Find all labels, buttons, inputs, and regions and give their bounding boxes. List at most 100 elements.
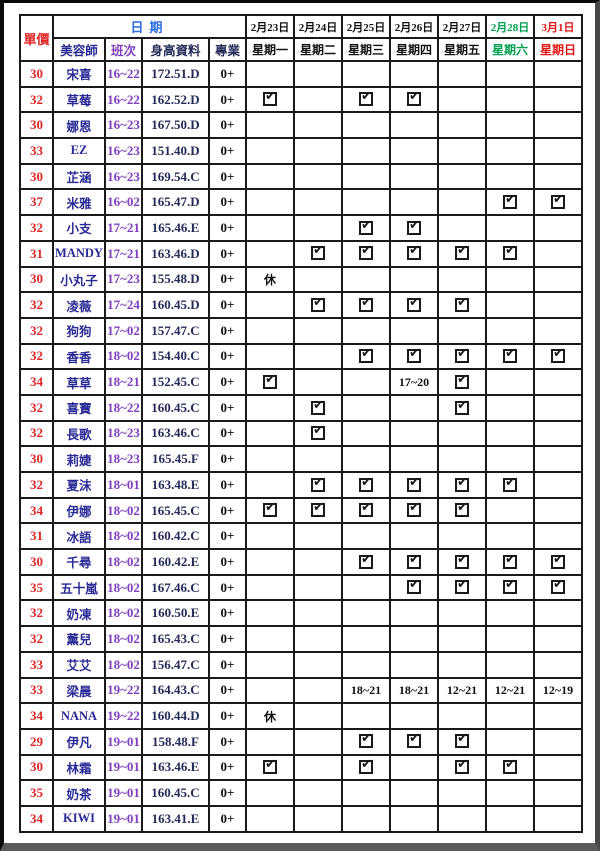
shift-cell: 18~02 xyxy=(104,625,143,653)
shift-cell: 19~22 xyxy=(104,676,143,705)
day-cell-text: 12~19 xyxy=(533,676,583,705)
day-cell-empty xyxy=(389,599,439,628)
day-cell-empty xyxy=(437,804,487,833)
day-cell-empty xyxy=(389,265,439,294)
price-cell: 33 xyxy=(19,137,54,165)
day-cell-empty xyxy=(533,753,583,782)
stats-cell: 167.46.C xyxy=(141,573,210,602)
day-cell-empty xyxy=(485,111,535,140)
checkbox-checked-icon xyxy=(455,731,469,749)
beautician-name-cell: MANDY xyxy=(52,239,106,268)
day-cell-empty xyxy=(293,599,343,628)
day-cell-checked xyxy=(437,753,487,782)
weekday-header: 星期二 xyxy=(293,37,343,62)
day-cell-empty xyxy=(293,188,343,217)
checkbox-checked-icon xyxy=(263,500,277,518)
day-cell-empty xyxy=(533,291,583,319)
beautician-name-cell: 米雅 xyxy=(52,188,106,217)
day-cell-empty xyxy=(533,702,583,730)
day-cell-empty xyxy=(245,214,295,242)
day-cell-checked xyxy=(341,548,391,576)
day-cell-empty xyxy=(245,727,295,756)
stats-cell: 160.42.C xyxy=(141,522,210,551)
day-cell-empty xyxy=(437,625,487,653)
table-row: 30 林霜 19~01 163.46.E 0+ xyxy=(19,753,583,782)
beautician-name-cell: 薰兒 xyxy=(52,625,106,653)
table-row: 35 五十嵐 18~02 167.46.C 0+ xyxy=(19,573,583,602)
table-row: 32 狗狗 17~02 157.47.C 0+ xyxy=(19,316,583,345)
day-cell-checked xyxy=(533,548,583,576)
day-cell-empty xyxy=(485,702,535,730)
checkbox-checked-icon xyxy=(551,552,565,569)
day-cell-empty xyxy=(293,162,343,191)
checkbox-checked-icon xyxy=(407,500,421,518)
stats-cell: 151.40.D xyxy=(141,137,210,165)
day-cell-empty xyxy=(245,548,295,576)
day-cell-empty xyxy=(245,393,295,422)
table-row: 30 娜恩 16~23 167.50.D 0+ xyxy=(19,111,583,140)
day-cell-checked xyxy=(389,496,439,525)
day-cell-empty xyxy=(293,727,343,756)
day-cell-empty xyxy=(485,214,535,242)
day-cell-empty xyxy=(293,316,343,345)
day-cell-empty xyxy=(341,804,391,833)
beautician-name-cell: 喜寶 xyxy=(52,393,106,422)
stats-cell: 165.47.D xyxy=(141,188,210,217)
shift-cell: 18~23 xyxy=(104,445,143,473)
checkbox-checked-icon xyxy=(503,577,517,595)
day-cell-text: 休 xyxy=(245,265,295,294)
day-cell-empty xyxy=(533,85,583,114)
day-cell-empty xyxy=(245,188,295,217)
day-cell-empty xyxy=(245,625,295,653)
price-cell: 32 xyxy=(19,291,54,319)
shift-cell: 18~02 xyxy=(104,342,143,371)
stats-cell: 165.43.C xyxy=(141,625,210,653)
day-cell-empty xyxy=(245,445,295,473)
stats-cell: 165.45.C xyxy=(141,496,210,525)
day-cell-empty xyxy=(245,804,295,833)
day-cell-checked xyxy=(293,419,343,448)
specialty-cell: 0+ xyxy=(208,85,247,114)
day-cell-empty xyxy=(485,265,535,294)
specialty-cell: 0+ xyxy=(208,316,247,345)
day-cell-empty xyxy=(437,162,487,191)
checkbox-checked-icon xyxy=(407,346,421,364)
checkbox-checked-icon xyxy=(455,346,469,364)
checkbox-checked-icon xyxy=(503,552,517,569)
price-cell: 29 xyxy=(19,727,54,756)
day-cell-empty xyxy=(389,111,439,140)
day-cell-empty xyxy=(485,779,535,807)
price-cell: 35 xyxy=(19,779,54,807)
table-row: 31 MANDY 17~21 163.46.D 0+ xyxy=(19,239,583,268)
beautician-name-cell: 草草 xyxy=(52,368,106,396)
shift-cell: 18~02 xyxy=(104,496,143,525)
price-cell: 32 xyxy=(19,85,54,114)
day-cell-checked xyxy=(437,239,487,268)
day-cell-empty xyxy=(293,214,343,242)
day-cell-empty xyxy=(245,471,295,499)
weekday-header: 星期六 xyxy=(485,37,535,62)
day-cell-empty xyxy=(245,779,295,807)
day-cell-empty xyxy=(485,316,535,345)
day-cell-text: 12~21 xyxy=(437,676,487,705)
shift-cell: 17~23 xyxy=(104,265,143,294)
shift-cell: 16~23 xyxy=(104,162,143,191)
checkbox-checked-icon xyxy=(407,295,421,312)
stats-cell: 160.45.D xyxy=(141,291,210,319)
checkbox-checked-icon xyxy=(359,757,373,775)
day-cell-empty xyxy=(437,599,487,628)
day-cell-empty xyxy=(533,419,583,448)
day-cell-empty xyxy=(485,650,535,679)
price-cell: 30 xyxy=(19,265,54,294)
day-cell-checked xyxy=(485,342,535,371)
checkbox-checked-icon xyxy=(407,218,421,235)
day-cell-empty xyxy=(389,137,439,165)
specialty-cell: 0+ xyxy=(208,548,247,576)
day-cell-empty xyxy=(341,419,391,448)
day-cell-empty xyxy=(485,599,535,628)
table-row: 30 莉婕 18~23 165.45.F 0+ xyxy=(19,445,583,473)
day-cell-empty xyxy=(389,316,439,345)
day-cell-checked xyxy=(389,291,439,319)
day-cell-empty xyxy=(533,162,583,191)
day-cell-empty xyxy=(341,702,391,730)
